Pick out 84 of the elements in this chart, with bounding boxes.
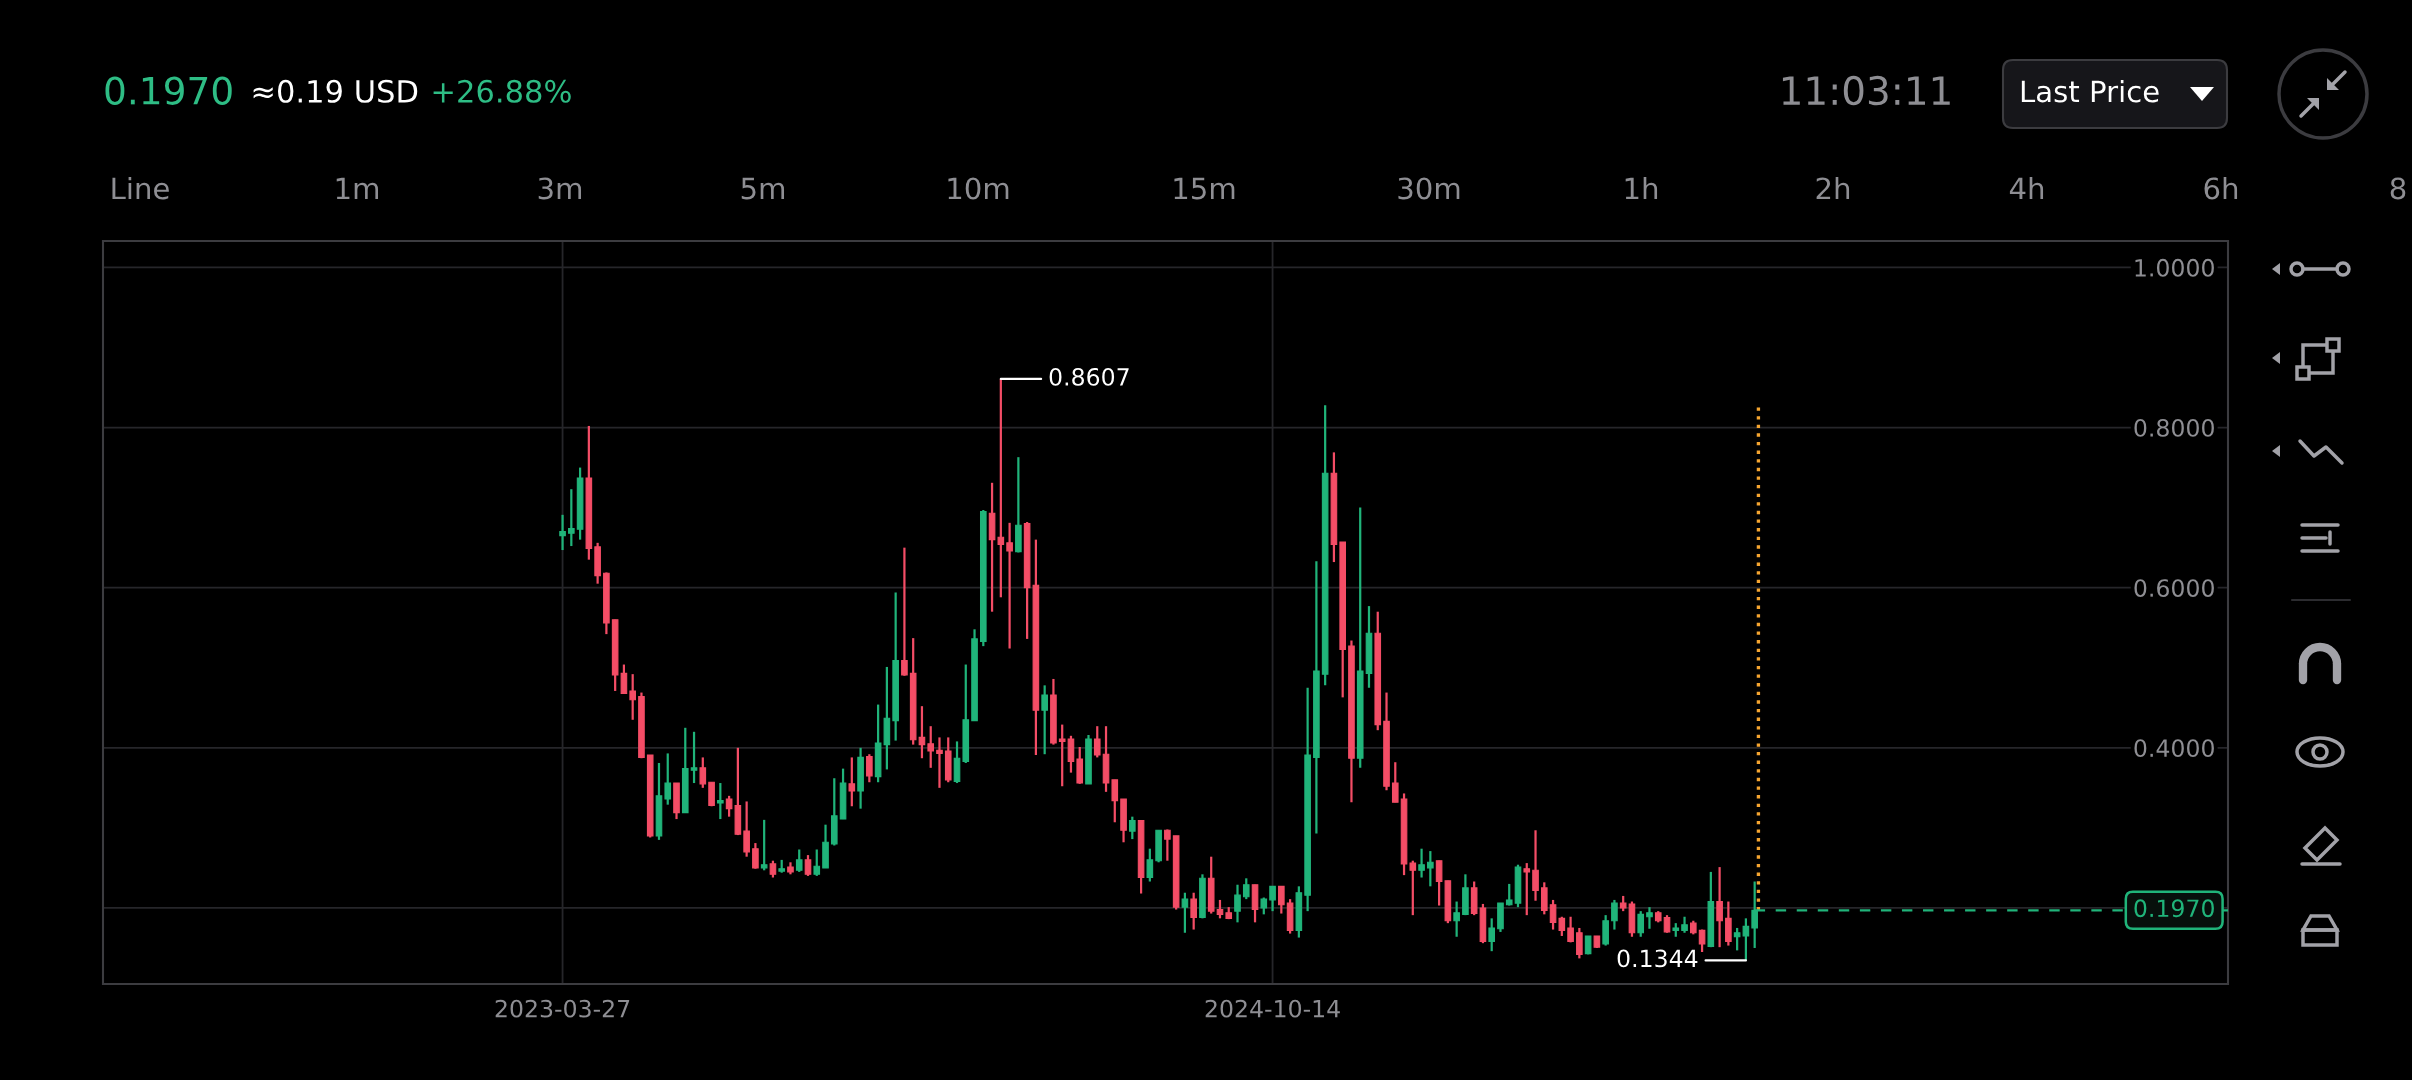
candlestick [1418, 847, 1425, 879]
candlestick [1278, 885, 1285, 915]
candlestick [1488, 917, 1496, 953]
y-tick-label: 0.8000 [2134, 419, 2214, 437]
ref-line-label: 0.1970 [2134, 899, 2214, 918]
text: 5m [741, 177, 785, 200]
text: 2h [1816, 176, 1850, 200]
candlestick [1269, 885, 1276, 913]
candlestick [1164, 828, 1171, 862]
candlestick [760, 818, 768, 872]
annotation: 0.1344 [1617, 949, 1698, 968]
annotation: 0.8607 [1049, 367, 1129, 386]
x-tick-label: 2024-10-14 [1205, 999, 1340, 1018]
text: ≈0.19 USD [253, 79, 418, 103]
candlestick [1409, 859, 1417, 917]
candlestick [1453, 900, 1460, 938]
text: 8 [2390, 177, 2406, 200]
candlestick [1111, 778, 1119, 824]
candlestick [1576, 926, 1583, 960]
candlestick [1427, 849, 1434, 888]
text: 10m [948, 177, 1009, 200]
candlestick [1067, 734, 1075, 774]
candlestick [1181, 891, 1189, 934]
candlestick [795, 848, 803, 874]
candlestick [1725, 900, 1732, 947]
candlestick [813, 848, 821, 878]
candlestick [699, 756, 707, 789]
candlestick [1646, 906, 1653, 930]
candlestick [1391, 761, 1399, 804]
text: 4h [2009, 176, 2044, 200]
candlestick [1532, 829, 1539, 902]
candlestick [1611, 898, 1618, 931]
candlestick [1523, 861, 1531, 917]
candlestick [664, 752, 672, 806]
candlestick [717, 781, 724, 821]
candlestick [927, 725, 935, 769]
text: 6h [2204, 176, 2238, 200]
candlestick [559, 513, 566, 552]
candlestick [1602, 914, 1609, 947]
text: 0.1970 [105, 76, 232, 105]
candlestick [752, 841, 759, 870]
candlestick [743, 800, 750, 858]
candlestick [901, 546, 908, 677]
candlestick [1129, 815, 1136, 841]
text: +26.88% [433, 79, 571, 103]
candlestick [620, 663, 628, 695]
candlestick [997, 377, 1005, 599]
candlestick [1637, 910, 1645, 938]
candlestick [1093, 725, 1101, 759]
candlestick [1234, 883, 1241, 924]
candlestick [866, 753, 873, 784]
candlestick [1549, 898, 1557, 931]
x-tick-label: 2023-03-27 [495, 999, 630, 1018]
candlestick [1058, 723, 1066, 788]
text: 3m [538, 177, 582, 200]
text: 1m [336, 177, 379, 200]
candlestick [804, 853, 812, 878]
candlestick [708, 781, 715, 808]
candlestick [953, 740, 961, 785]
y-tick-label: 1.0000 [2135, 258, 2214, 277]
candlestick [690, 730, 698, 785]
candlestick [1242, 877, 1250, 901]
text: Line [112, 176, 169, 200]
candlestick [1505, 882, 1513, 907]
candlestick [1716, 866, 1723, 949]
candlestick [568, 488, 575, 548]
candlestick [1146, 847, 1154, 883]
candlestick [1006, 521, 1013, 650]
candlestick [1558, 915, 1566, 938]
candlestick [1190, 891, 1197, 931]
candlestick [1567, 915, 1574, 944]
text: 11:03:11 [1782, 75, 1950, 106]
candlestick [936, 736, 943, 789]
text: 15m [1174, 177, 1235, 200]
candlestick [848, 756, 856, 808]
candlestick [1041, 684, 1048, 756]
candlestick [629, 673, 636, 721]
text: 1h [1625, 176, 1658, 200]
text: 30m [1398, 177, 1460, 200]
y-tick-label: 0.4000 [2134, 739, 2214, 758]
candlestick [1216, 898, 1224, 920]
candlestick [1540, 881, 1548, 916]
y-tick-label: 0.6000 [2134, 579, 2214, 597]
text: Last Price [2021, 79, 2159, 103]
